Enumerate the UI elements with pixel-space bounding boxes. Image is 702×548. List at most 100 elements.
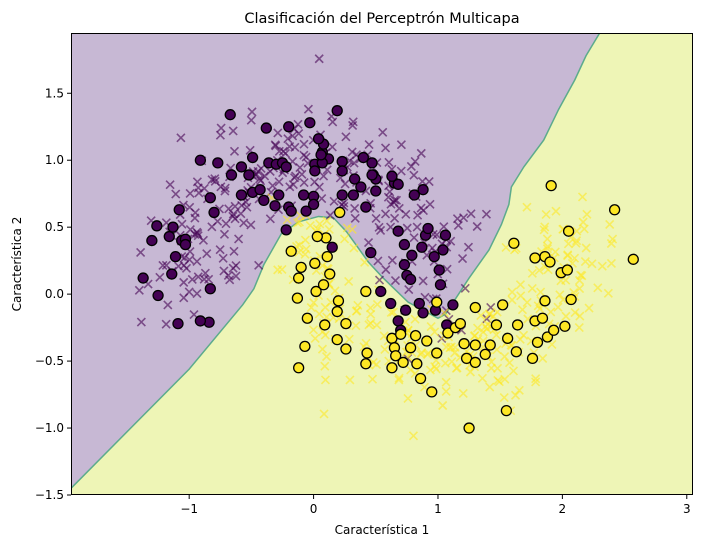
cross-marker <box>345 375 355 385</box>
cross-marker <box>325 210 335 220</box>
cross-marker <box>575 283 585 294</box>
cross-marker <box>371 213 381 223</box>
cross-marker <box>185 202 195 212</box>
circle-marker <box>285 205 297 217</box>
cross-marker <box>539 225 549 235</box>
circle-marker <box>531 336 544 348</box>
cross-marker <box>541 209 551 220</box>
cross-marker <box>391 195 402 205</box>
circle-marker <box>169 250 182 263</box>
circle-marker <box>469 339 481 351</box>
cross-marker <box>192 288 202 299</box>
x-tick-label: 2 <box>559 502 567 516</box>
circle-marker <box>360 358 372 370</box>
cross-marker <box>457 254 468 264</box>
cross-marker <box>350 213 360 223</box>
circle-marker <box>163 230 175 243</box>
cross-marker <box>439 222 449 232</box>
cross-marker <box>390 276 401 286</box>
circle-marker <box>608 204 621 216</box>
cross-marker <box>527 283 537 294</box>
cross-marker <box>603 288 613 298</box>
cross-marker <box>229 146 240 156</box>
cross-marker <box>310 177 320 187</box>
circle-marker <box>293 272 305 284</box>
cross-marker <box>378 127 388 137</box>
circle-marker <box>408 189 420 201</box>
circle-marker <box>411 358 423 370</box>
cross-marker <box>508 366 519 376</box>
cross-marker <box>409 170 419 180</box>
cross-marker <box>310 333 320 343</box>
cross-marker <box>582 209 592 219</box>
circle-marker <box>246 151 259 164</box>
circle-marker <box>413 297 425 310</box>
cross-marker <box>161 319 171 329</box>
y-tick-label: 0.5 <box>45 220 64 234</box>
cross-marker <box>605 219 615 230</box>
cross-marker <box>432 230 442 240</box>
cross-marker <box>472 221 482 232</box>
cross-marker <box>527 268 537 278</box>
circle-marker <box>235 161 248 173</box>
cross-marker <box>453 220 463 231</box>
cross-marker <box>424 177 434 187</box>
circle-marker <box>544 256 556 268</box>
circle-marker <box>627 253 639 265</box>
cross-marker <box>372 299 382 310</box>
cross-marker <box>340 179 350 189</box>
cross-marker <box>426 321 436 332</box>
circle-marker <box>283 121 295 133</box>
cross-marker <box>417 176 427 187</box>
circle-marker <box>285 245 297 257</box>
cross-marker <box>210 174 220 184</box>
cross-marker <box>517 305 528 315</box>
circle-marker <box>392 315 404 327</box>
cross-marker <box>386 307 396 318</box>
cross-marker <box>439 308 449 318</box>
cross-marker <box>239 218 249 228</box>
circle-marker <box>479 348 491 361</box>
cross-marker <box>534 265 544 275</box>
cross-marker <box>427 243 437 253</box>
cross-marker <box>371 359 382 370</box>
y-tick-label: −1.0 <box>35 421 64 435</box>
region-class0 <box>71 33 600 489</box>
circle-marker <box>280 224 292 236</box>
cross-marker <box>472 323 483 333</box>
cross-marker <box>538 353 548 364</box>
x-tick-label: 1 <box>434 502 442 516</box>
cross-marker <box>344 334 354 344</box>
cross-marker <box>285 141 295 152</box>
cross-marker <box>198 235 208 245</box>
cross-marker <box>476 311 486 321</box>
cross-marker <box>401 209 411 219</box>
cross-marker <box>200 268 210 278</box>
circle-marker <box>439 229 452 241</box>
cross-marker <box>306 303 316 313</box>
cross-marker <box>288 131 298 141</box>
cross-marker <box>318 171 329 181</box>
circle-marker <box>194 315 207 327</box>
cross-marker <box>418 276 428 286</box>
cross-marker <box>315 219 325 229</box>
circle-marker <box>254 184 266 196</box>
circle-marker <box>559 320 571 332</box>
circle-marker <box>309 165 321 177</box>
circle-marker <box>414 372 427 385</box>
circle-marker <box>336 165 348 177</box>
cross-marker <box>246 220 256 230</box>
cross-marker <box>192 256 202 266</box>
cross-marker <box>385 187 395 197</box>
cross-marker <box>577 192 588 202</box>
cross-marker <box>574 322 584 333</box>
cross-marker <box>540 222 550 232</box>
cross-marker <box>491 330 501 340</box>
cross-marker <box>550 247 560 257</box>
cross-marker <box>176 133 186 143</box>
cross-marker <box>348 120 358 131</box>
circle-marker <box>310 285 322 298</box>
y-tick-label: 1.0 <box>45 153 64 167</box>
circle-marker <box>511 319 524 331</box>
cross-marker <box>299 139 309 149</box>
